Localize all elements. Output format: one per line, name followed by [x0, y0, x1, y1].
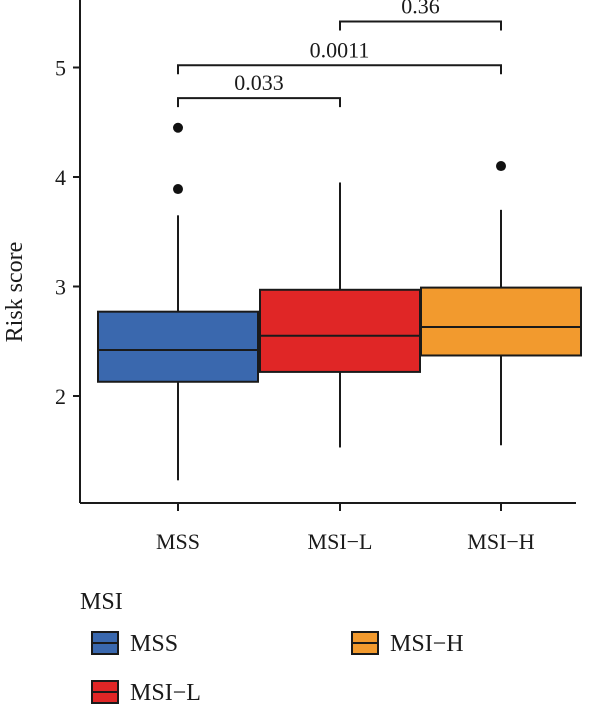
box-rect: [259, 288, 421, 373]
y-ticks: 2 3 4 5: [55, 56, 80, 409]
comparison-brackets: 0.033 0.0011 0.36: [177, 0, 502, 108]
outlier-point: [173, 122, 183, 133]
box-group: [420, 161, 582, 446]
legend-label: MSS: [130, 631, 178, 657]
y-tick-label: 3: [55, 275, 66, 300]
y-tick-label: 5: [55, 56, 66, 81]
y-tick-label: 2: [55, 384, 66, 409]
legend-key: [351, 631, 379, 655]
boxes: [97, 122, 582, 481]
comparison-bracket: [339, 20, 502, 31]
box-group: [97, 122, 259, 481]
x-tick-label: MSS: [156, 529, 200, 554]
p-value-label: 0.033: [234, 70, 284, 95]
box-rect: [420, 286, 582, 357]
box-group: [259, 182, 421, 448]
comparison-bracket: [177, 64, 502, 75]
legend-title: MSI: [80, 589, 123, 615]
axes: [79, 0, 576, 504]
legend-key: [91, 680, 119, 704]
y-axis-title: Risk score: [2, 242, 28, 343]
legend-key: [91, 631, 119, 655]
p-value-label: 0.0011: [310, 37, 370, 62]
legend-label: MSI−L: [130, 680, 201, 706]
outlier-point: [496, 161, 506, 172]
x-ticks: MSS MSI−L MSI−H: [156, 503, 535, 554]
x-tick-label: MSI−L: [308, 529, 373, 554]
outlier-point: [173, 184, 183, 195]
box-rect: [97, 310, 259, 383]
y-tick-label: 4: [55, 165, 66, 190]
x-tick-label: MSI−H: [467, 529, 535, 554]
legend-label: MSI−H: [390, 631, 464, 657]
legend: MSI MSS MSI−L MSI−H: [80, 589, 464, 706]
comparison-bracket: [177, 97, 341, 108]
p-value-label: 0.36: [401, 0, 440, 19]
